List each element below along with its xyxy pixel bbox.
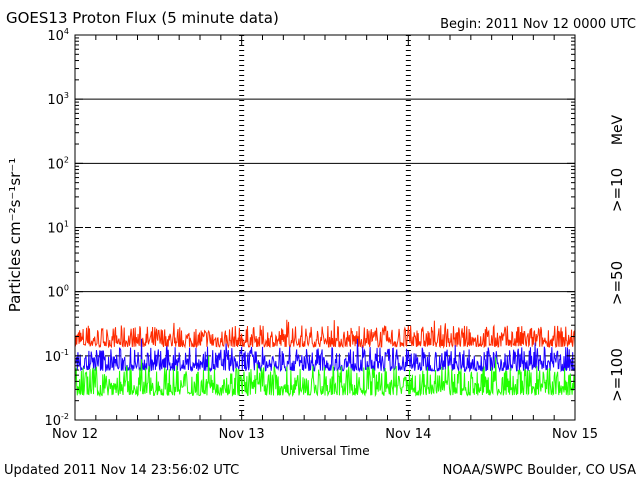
y-axis-ticks [75, 37, 575, 421]
y-tick-label: 103 [47, 91, 69, 108]
x-tick-label: Nov 15 [552, 427, 598, 442]
series-line [74, 338, 576, 373]
y-tick-label-base: 10 [47, 93, 64, 108]
gridlines [75, 98, 575, 357]
x-tick-label: Nov 13 [219, 427, 265, 442]
y-tick-label: 10-2 [44, 412, 69, 429]
y-tick-label-exponent: 2 [64, 155, 69, 164]
begin-label: Begin: 2011 Nov 12 0000 UTC [440, 17, 636, 32]
y-tick-label-exponent: 0 [64, 284, 69, 293]
legend-series-10mev: >=10 [608, 168, 626, 212]
legend-series-100mev: >=100 [608, 348, 626, 402]
series-lines [74, 319, 576, 398]
y-tick-label-base: 10 [47, 157, 64, 172]
legend: MeV >=10 >=50 >=100 [608, 114, 626, 401]
y-tick-label-exponent: 3 [64, 91, 69, 100]
y-tick-label-base: 10 [47, 222, 64, 237]
y-tick-label: 100 [47, 284, 69, 301]
y-tick-label-exponent: -1 [61, 348, 69, 357]
x-tick-label: Nov 14 [385, 427, 431, 442]
y-tick-label-base: 10 [44, 414, 61, 429]
x-tick-label: Nov 12 [52, 427, 98, 442]
chart-title: GOES13 Proton Flux (5 minute data) [6, 9, 279, 27]
y-tick-label-base: 10 [47, 286, 64, 301]
legend-series-50mev: >=50 [608, 261, 626, 305]
updated-timestamp: Updated 2011 Nov 14 23:56:02 UTC [4, 463, 239, 478]
y-tick-label-base: 10 [47, 29, 64, 44]
y-tick-label: 101 [47, 220, 69, 237]
legend-unit: MeV [610, 114, 626, 145]
x-axis-label: Universal Time [280, 444, 369, 458]
credit-label: NOAA/SWPC Boulder, CO USA [443, 463, 636, 478]
y-tick-label-exponent: 4 [64, 27, 69, 36]
x-axis-ticks [74, 35, 576, 420]
series-line [74, 319, 576, 349]
y-tick-label: 102 [47, 155, 69, 172]
y-tick-label-exponent: 1 [64, 220, 69, 229]
series-line [74, 355, 576, 398]
y-axis-label: Particles cm⁻²s⁻¹sr⁻¹ [6, 158, 24, 312]
y-tick-label: 104 [47, 27, 69, 44]
y-tick-label-exponent: -2 [61, 412, 69, 421]
x-axis-tick-labels: Nov 12 Nov 13 Nov 14 Nov 15 [52, 427, 598, 442]
y-tick-label-base: 10 [44, 350, 61, 365]
y-tick-label: 10-1 [44, 348, 69, 365]
